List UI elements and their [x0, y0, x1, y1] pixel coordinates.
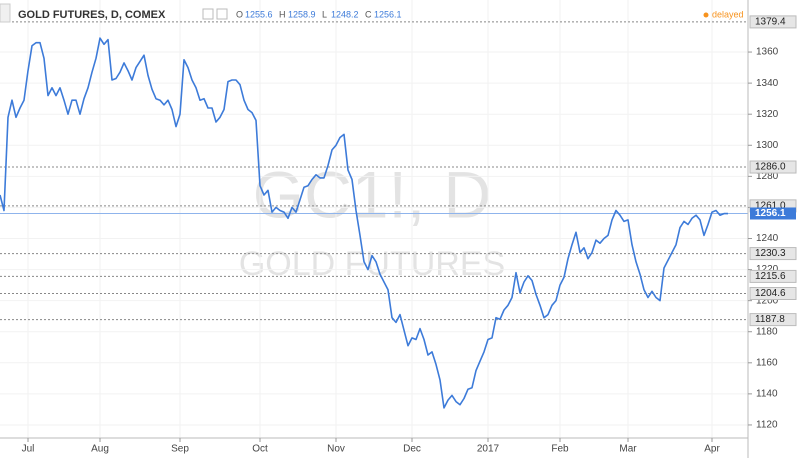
- x-tick-label: 2017: [477, 444, 500, 455]
- y-tick-label: 1300: [756, 140, 779, 151]
- header: GOLD FUTURES, D, COMEX delayed O 1255.6 H 1…: [0, 3, 744, 23]
- ohlc-label: O: [236, 9, 243, 19]
- x-axis: Jul Aug Sep Oct Nov Dec 2017 Feb Mar Apr: [22, 438, 720, 455]
- y-tick-label: 1120: [756, 420, 778, 431]
- ohlc-label: H: [279, 9, 286, 19]
- y-tick-label: 1220: [756, 264, 779, 275]
- level-label-box: [749, 247, 797, 261]
- ohlc-value: 1248.2: [331, 9, 359, 19]
- x-tick-label: Oct: [252, 444, 268, 455]
- level-label-box: [749, 269, 797, 283]
- x-tick-label: Apr: [704, 444, 720, 455]
- ohlc-label: C: [365, 9, 372, 19]
- header-icon: [216, 8, 228, 20]
- grid: [0, 0, 748, 438]
- y-tick-label: 1340: [756, 78, 779, 89]
- y-tick-label: 1160: [756, 357, 778, 368]
- level-label-box: [749, 287, 797, 301]
- header-icon: [202, 8, 214, 20]
- watermark-symbol: GC1!, D: [253, 157, 491, 231]
- x-tick-label: Mar: [619, 444, 637, 455]
- y-tick-label: 1280: [756, 171, 779, 182]
- level-label: 1261.0: [755, 201, 786, 212]
- x-tick-label: Dec: [403, 444, 421, 455]
- level-label: 1230.3: [755, 248, 786, 259]
- x-tick-label: Nov: [327, 444, 345, 455]
- y-tick-label: 1180: [756, 326, 778, 337]
- y-tick-label: 1200: [756, 295, 779, 306]
- levels: [0, 21, 748, 321]
- level-label-box: [749, 15, 797, 29]
- level-label: 1286.0: [755, 162, 786, 173]
- y-axis: 1120114011601180120012201240126012801300…: [748, 15, 797, 431]
- status-dot: [703, 12, 709, 18]
- watermark-name: GOLD FUTURES: [239, 245, 505, 283]
- status: delayed: [712, 9, 744, 19]
- ohlc-label: L: [322, 9, 327, 19]
- y-tick-label: 1240: [756, 233, 779, 244]
- plot: [0, 37, 728, 409]
- level-label-box: [749, 313, 797, 327]
- price-line: [0, 37, 728, 409]
- x-tick-label: Jul: [22, 444, 35, 455]
- last-price-label: 1256.1: [755, 208, 786, 219]
- level-label: 1379.4: [755, 17, 786, 28]
- level-label-box: [749, 160, 797, 174]
- y-tick-label: 1360: [756, 47, 779, 58]
- level-label: 1204.6: [755, 288, 786, 299]
- header-icon: [0, 3, 11, 23]
- x-tick-label: Sep: [171, 444, 189, 455]
- ohlc-value: 1256.1: [374, 9, 402, 19]
- x-tick-label: Aug: [91, 444, 109, 455]
- y-tick-label: 1320: [756, 109, 779, 120]
- chart-title: GOLD FUTURES, D, COMEX: [18, 9, 166, 21]
- ohlc-value: 1255.6: [245, 9, 273, 19]
- y-tick-label: 1140: [756, 389, 778, 400]
- x-tick-label: Feb: [551, 444, 569, 455]
- ohlc-value: 1258.9: [288, 9, 316, 19]
- level-label: 1215.6: [755, 271, 786, 282]
- last-price-box: [750, 207, 796, 220]
- level-label: 1187.8: [755, 314, 785, 325]
